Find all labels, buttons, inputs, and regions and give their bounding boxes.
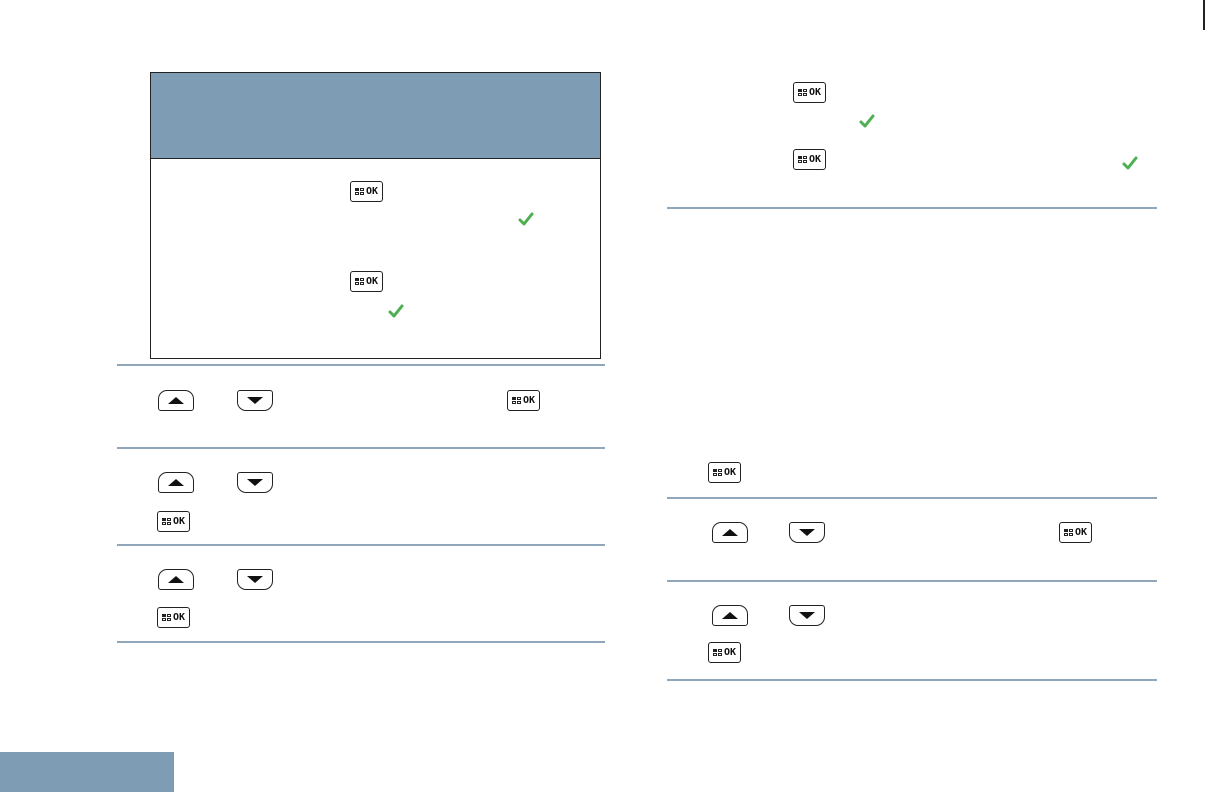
green-check-icon: [518, 211, 534, 227]
page-footer-tab: [0, 752, 174, 792]
menu-grid-icon: [511, 397, 521, 404]
ok-label: OK: [365, 186, 379, 197]
down-arrow-key-icon: [237, 390, 273, 411]
menu-ok-key-icon: OK: [708, 642, 741, 663]
ok-label: OK: [522, 395, 536, 406]
ok-label: OK: [808, 154, 822, 165]
green-check-icon: [859, 113, 875, 129]
down-arrow-key-icon: [237, 569, 273, 590]
note-table: [150, 72, 601, 359]
section-divider: [117, 447, 605, 449]
menu-ok-key-icon: OK: [350, 271, 383, 292]
ok-label: OK: [808, 87, 822, 98]
menu-ok-key-icon: OK: [157, 607, 190, 628]
ok-label: OK: [1074, 527, 1088, 538]
ok-label: OK: [723, 647, 737, 658]
menu-grid-icon: [161, 614, 171, 621]
menu-ok-key-icon: OK: [708, 462, 741, 483]
green-check-icon: [1122, 155, 1138, 171]
menu-ok-key-icon: OK: [793, 82, 826, 103]
menu-grid-icon: [797, 156, 807, 163]
up-arrow-key-icon: [712, 522, 748, 543]
menu-grid-icon: [797, 89, 807, 96]
section-divider: [667, 679, 1157, 681]
up-arrow-key-icon: [712, 605, 748, 626]
menu-grid-icon: [712, 469, 722, 476]
section-divider: [667, 580, 1157, 582]
down-arrow-key-icon: [789, 605, 825, 626]
section-divider: [117, 544, 605, 546]
section-divider: [667, 207, 1157, 209]
menu-ok-key-icon: OK: [1059, 522, 1092, 543]
menu-ok-key-icon: OK: [350, 181, 383, 202]
menu-grid-icon: [712, 649, 722, 656]
menu-ok-key-icon: OK: [157, 511, 190, 532]
section-divider: [117, 641, 605, 643]
menu-grid-icon: [354, 188, 364, 195]
up-arrow-key-icon: [158, 569, 194, 590]
ok-label: OK: [365, 276, 379, 287]
ok-label: OK: [172, 516, 186, 527]
section-divider: [667, 497, 1157, 499]
ok-label: OK: [723, 467, 737, 478]
table-header: [151, 73, 600, 159]
section-divider: [117, 364, 605, 366]
page-edge-line: [1203, 0, 1205, 30]
up-arrow-key-icon: [158, 472, 194, 493]
down-arrow-key-icon: [789, 522, 825, 543]
up-arrow-key-icon: [158, 390, 194, 411]
menu-ok-key-icon: OK: [793, 149, 826, 170]
menu-ok-key-icon: OK: [507, 390, 540, 411]
ok-label: OK: [172, 612, 186, 623]
green-check-icon: [388, 303, 404, 319]
down-arrow-key-icon: [237, 472, 273, 493]
menu-grid-icon: [1063, 529, 1073, 536]
menu-grid-icon: [161, 518, 171, 525]
menu-grid-icon: [354, 278, 364, 285]
